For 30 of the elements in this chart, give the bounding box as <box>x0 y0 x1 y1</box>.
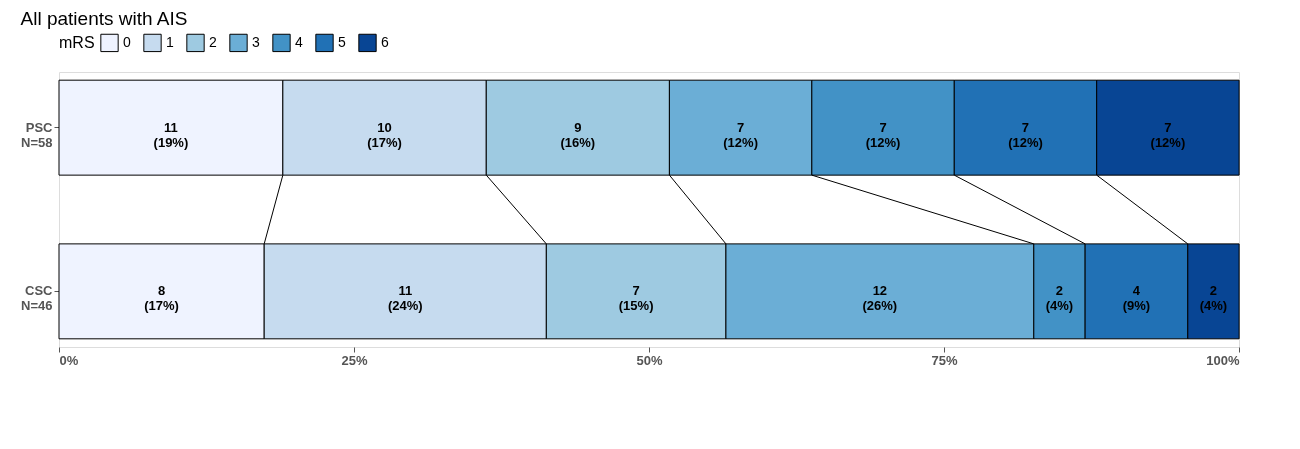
legend-label: 3 <box>252 33 260 50</box>
legend-label: 4 <box>295 33 303 50</box>
legend-label: 2 <box>209 33 217 50</box>
data-label: 11 (24%) <box>387 283 423 314</box>
y-tick-label: PSC N=58 <box>21 119 54 150</box>
data-label: 7 (12%) <box>1150 119 1186 150</box>
data-label: 8 (17%) <box>144 283 179 314</box>
x-tick-label: 50% <box>636 352 663 368</box>
data-label: 7 (12%) <box>865 119 901 150</box>
data-label: 9 (16%) <box>560 119 596 150</box>
x-tick-label: 25% <box>341 352 368 368</box>
data-label: 7 (12%) <box>723 119 758 150</box>
data-label: 2 (4%) <box>1199 283 1228 314</box>
legend-label: 0 <box>123 33 131 50</box>
x-tick-label: 0% <box>59 352 79 368</box>
data-label: 7 (12%) <box>1008 119 1043 150</box>
data-label: 7 (15%) <box>618 283 654 314</box>
legend-label: 6 <box>381 33 389 50</box>
x-tick-label: 100% <box>1206 352 1240 368</box>
x-tick-label: 75% <box>931 352 958 368</box>
y-tick-label: CSC N=46 <box>21 283 54 314</box>
data-label: 11 (19%) <box>153 119 189 150</box>
data-label: 10 (17%) <box>367 119 402 150</box>
chart-title: All patients with AIS <box>20 8 188 29</box>
legend-title: mRS <box>59 34 95 51</box>
legend-label: 5 <box>338 33 346 50</box>
data-label: 4 (9%) <box>1122 283 1151 314</box>
legend-label: 1 <box>166 33 174 50</box>
data-label: 12 (26%) <box>862 283 898 314</box>
data-label: 2 (4%) <box>1045 283 1074 314</box>
